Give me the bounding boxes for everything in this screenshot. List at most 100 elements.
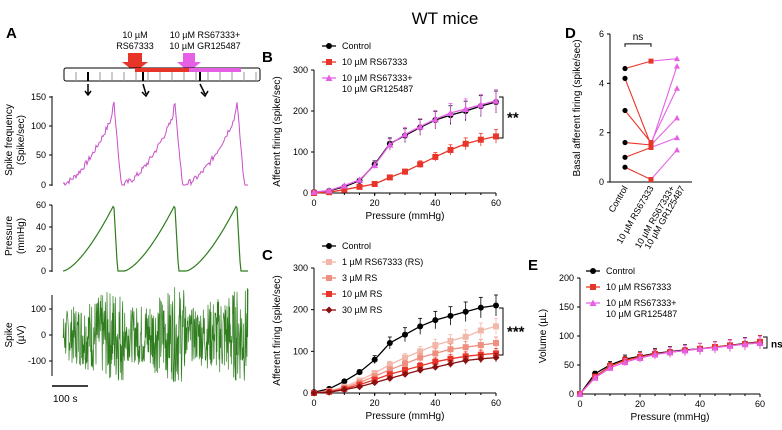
x-tick-label: 40 [695,399,705,409]
row-tick-label: 50 [36,150,46,160]
data-point [341,186,348,193]
legend-label: 10 µM RS67333+ [606,298,676,308]
data-point [386,374,394,382]
data-point [447,109,454,117]
data-point [622,154,628,160]
legend-marker [589,299,597,306]
data-point [622,107,628,114]
data-point [371,356,378,363]
data-point [674,114,680,121]
y-tick-label: 50 [564,360,574,370]
pair-line [650,149,678,180]
data-point [674,134,680,141]
y-tick-label: 0 [599,177,604,187]
legend-label: 10 µM RS67333 [606,282,671,292]
data-point [401,370,409,378]
data-point [447,312,454,319]
row3-ylabel-line2: (µV) [16,325,27,344]
pressure-trace [185,205,248,272]
data-point [447,337,454,344]
drug1-arrow-icon [122,53,148,72]
y-axis-label: Basal afferent firing (spike/sec) [572,39,583,176]
x-tick-label: 20 [370,198,380,208]
pair-line [650,88,678,143]
row1-ylabel-line2: (Spike/sec) [16,115,27,165]
x-tick-label: 40 [430,198,440,208]
recording-traces [62,101,249,383]
data-point [417,348,424,355]
scale-bar-label: 100 s [53,394,77,405]
x-axis-label: Pressure (mmHg) [366,411,445,422]
data-point [711,344,719,351]
drug2-label-line2: 10 µM GR125487 [169,41,240,51]
data-point [431,363,439,371]
data-point [402,360,408,367]
data-point [356,176,363,183]
significance-label: ns [633,32,644,43]
y-tick-label: 4 [599,78,604,88]
data-point [386,141,394,148]
data-point [462,308,469,315]
x-tick-label: 60 [491,198,501,208]
data-point [356,383,363,391]
data-point [493,340,499,346]
data-point [416,123,424,130]
data-point [401,130,409,138]
y-tick-label: 0 [303,188,308,198]
data-point [477,342,484,349]
data-point [576,390,584,397]
data-point [622,65,628,72]
drug1-label-line1: 10 µM [122,30,147,40]
data-point [648,144,654,150]
y-tick-label: 300 [293,65,308,75]
x-tick-label: 60 [491,398,501,408]
spike-frequency-trace [123,102,186,186]
data-point [462,333,469,340]
legend-label: 1 µM RS67333 (RS) [342,257,423,267]
data-point [340,386,348,394]
data-point [356,369,363,376]
data-point [648,58,654,64]
data-point [432,317,439,324]
row-tick-label: 40 [36,222,46,232]
y-tick-label: 2 [599,128,604,138]
pair-line [624,60,652,70]
series-line [313,100,497,193]
x-axis-label: Pressure (mmHg) [366,211,445,222]
y-tick-label: 300 [293,263,308,273]
data-point [447,146,454,153]
data-point [386,371,393,378]
panel-a-label: A [6,25,17,42]
legend-label: 10 µM RS [342,289,382,299]
drug1-label-line2: RS67333 [116,41,154,51]
legend-label: 10 µM RS67333+ [342,73,412,83]
series-line [313,135,497,194]
data-point [432,342,439,349]
data-point [493,323,499,330]
panel-b: B 0 20 40 60 0 100 200 300 Pressure (mmHg) Afferen… [262,41,519,222]
y-tick-label: 6 [599,29,604,39]
recording-arrow-2-icon [141,83,150,98]
data-point [356,183,363,190]
figure-title: WT mice [412,9,479,28]
row-tick-label: 100 [31,304,46,314]
data-point [492,97,500,104]
data-point [493,302,499,309]
timeline-ticks [75,72,257,81]
series-line [313,101,497,193]
row2-ylabel-line2: (mmHg) [16,218,27,254]
data-point [477,355,485,363]
data-point [432,358,439,365]
data-point [492,354,500,362]
row3-ylabel-line1: Spike [4,322,15,347]
panel-a: A 10 µM RS67333 10 µM RS67333+ 10 µM GR1… [4,25,261,405]
data-point [340,182,348,189]
pair-line [624,146,652,158]
significance-bracket [624,43,652,47]
pair-line [650,117,678,146]
y-tick-label: 200 [293,106,308,116]
data-point [417,161,424,168]
data-point [477,327,484,334]
y-tick-label: 150 [559,302,574,312]
panel-label: D [565,25,576,42]
